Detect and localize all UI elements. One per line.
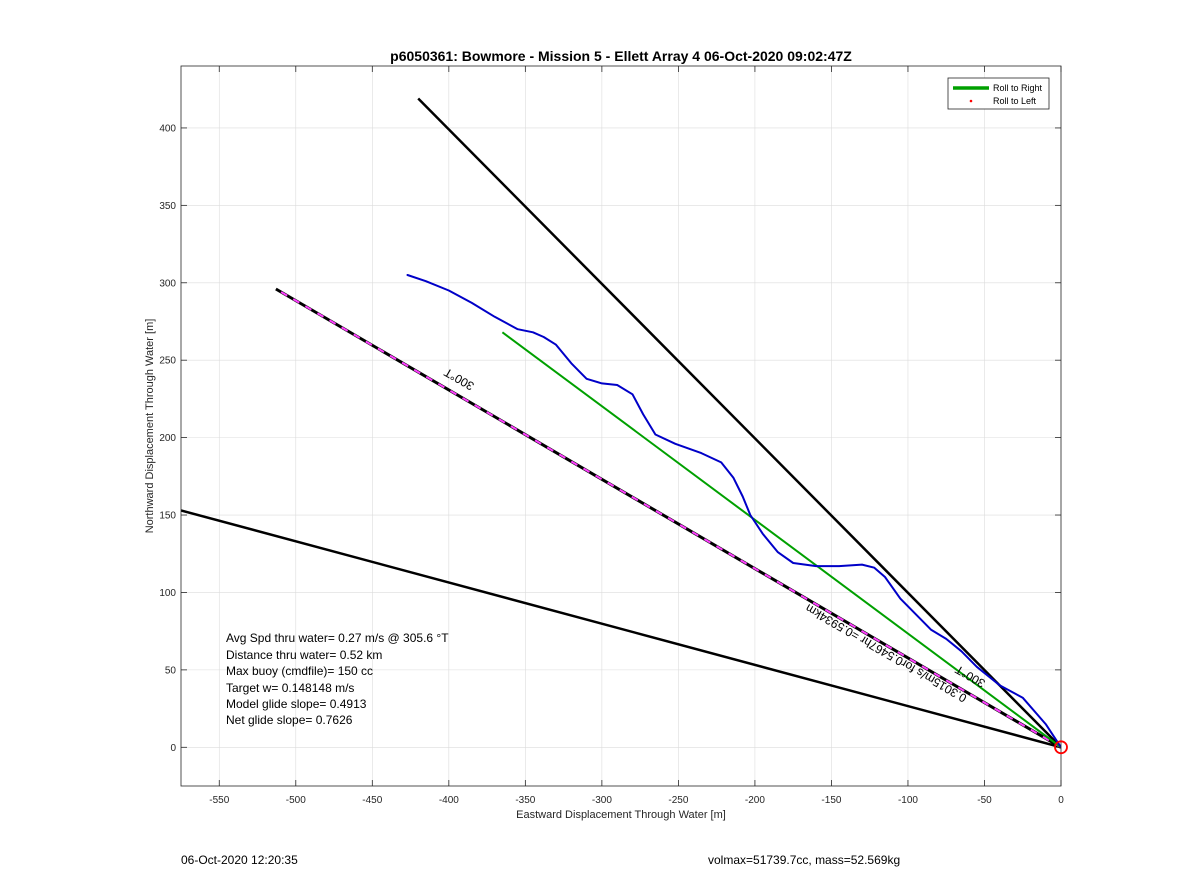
info-line-avg-speed: Avg Spd thru water= 0.27 m/s @ 305.6 °T bbox=[226, 631, 449, 645]
x-tick-label: -300 bbox=[592, 795, 612, 806]
info-line-max-buoy: Max buoy (cmdfile)= 150 cc bbox=[226, 664, 373, 678]
x-tick-label: -100 bbox=[898, 795, 918, 806]
x-tick-label: -50 bbox=[977, 795, 992, 806]
footer-timestamp: 06-Oct-2020 12:20:35 bbox=[181, 853, 298, 867]
y-axis-label: Northward Displacement Through Water [m] bbox=[144, 319, 156, 534]
x-tick-label: -400 bbox=[439, 795, 459, 806]
legend-swatch-roll-left bbox=[969, 99, 973, 103]
y-tick-label: 250 bbox=[159, 356, 176, 367]
x-tick-label: -250 bbox=[668, 795, 688, 806]
legend: Roll to Right Roll to Left bbox=[947, 77, 1050, 110]
y-tick-label: 350 bbox=[159, 201, 176, 212]
info-text: Avg Spd thru water= 0.27 m/s @ 305.6 °T … bbox=[226, 631, 449, 727]
y-tick-label: 0 bbox=[170, 743, 176, 754]
legend-box bbox=[947, 77, 1050, 110]
target-heading-dash bbox=[275, 288, 1061, 749]
x-tick-label: 0 bbox=[1058, 795, 1064, 806]
x-tick-label: -150 bbox=[821, 795, 841, 806]
series-layer bbox=[181, 97, 1061, 749]
legend-label-roll-right: Roll to Right bbox=[993, 83, 1043, 93]
origin-marker bbox=[1054, 740, 1068, 755]
y-tick-label: 400 bbox=[159, 123, 176, 134]
envelope-line bbox=[417, 97, 1061, 749]
x-tick-label: -200 bbox=[745, 795, 765, 806]
x-tick-label: -500 bbox=[286, 795, 306, 806]
y-tick-label: 50 bbox=[165, 665, 177, 676]
glider-track-line bbox=[406, 274, 1061, 749]
axes-box bbox=[180, 65, 1062, 787]
info-line-model-glide: Model glide slope= 0.4913 bbox=[226, 697, 367, 711]
chart-title: p6050361: Bowmore - Mission 5 - Ellett A… bbox=[390, 48, 852, 64]
info-line-distance: Distance thru water= 0.52 km bbox=[226, 648, 382, 662]
info-line-net-glide: Net glide slope= 0.7626 bbox=[226, 713, 353, 727]
x-axis-label: Eastward Displacement Through Water [m] bbox=[516, 809, 726, 821]
envelope-line bbox=[181, 509, 1061, 749]
x-tick-label: -350 bbox=[515, 795, 535, 806]
x-tick-label: -550 bbox=[209, 795, 229, 806]
y-tick-label: 200 bbox=[159, 433, 176, 444]
x-tick-label: -450 bbox=[362, 795, 382, 806]
legend-label-roll-left: Roll to Left bbox=[993, 96, 1037, 106]
roll-right-line bbox=[501, 331, 1061, 749]
y-tick-label: 100 bbox=[159, 588, 176, 599]
y-tick-label: 300 bbox=[159, 278, 176, 289]
tick-layer: -550 -500 -450 -400 -350 -300 -250 -200 -150 -100… bbox=[159, 66, 1064, 806]
y-tick-label: 150 bbox=[159, 511, 176, 522]
footer-vehicle-info: volmax=51739.7cc, mass=52.569kg bbox=[708, 853, 901, 867]
info-line-target-w: Target w= 0.148148 m/s bbox=[226, 681, 354, 695]
